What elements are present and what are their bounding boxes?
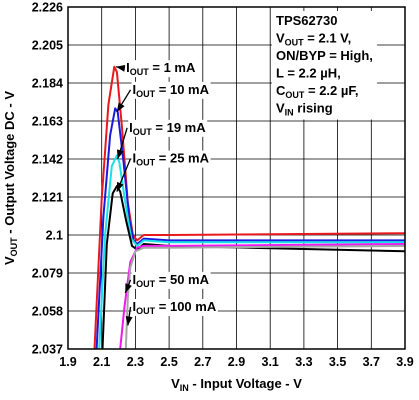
- y-tick-label: 2.058: [32, 305, 63, 319]
- series-label-bg: [131, 299, 218, 316]
- x-axis-title: VIN - Input Voltage - V: [171, 376, 302, 393]
- info-line-0: TPS62730: [276, 13, 337, 28]
- plot-frame: [67, 6, 406, 350]
- x-tick-label: 1.9: [59, 355, 76, 369]
- y-tick-label: 2.037: [32, 343, 63, 357]
- x-tick-label: 2.7: [194, 355, 211, 369]
- info-line-1: VOUT = 2.1 V,: [276, 31, 351, 48]
- info-line-5: VIN rising: [276, 101, 333, 118]
- series-label-5: IOUT = 100 mA: [133, 299, 217, 316]
- y-tick-label: 2.142: [32, 153, 63, 167]
- y-axis-title: VOUT - Output Voltage DC - V: [2, 91, 19, 265]
- series-label-bg: [131, 81, 211, 99]
- x-tick-label: 3.7: [363, 355, 380, 369]
- arrowhead-4: [125, 283, 132, 293]
- series-label-bg: [131, 271, 211, 289]
- arrowhead-2: [116, 149, 124, 159]
- tick-layer: 1.9 2.1 2.3 2.5 2.7 2.9 3.1 3.3 3.5 3.7 3.9 2.226 2.…: [32, 1, 414, 370]
- leader-layer: [115, 64, 133, 326]
- x-tick-label: 3.3: [295, 355, 312, 369]
- series-label-2: IOUT = 19 mA: [129, 120, 206, 137]
- series-label-bg: [131, 150, 211, 168]
- series-layer: [93, 65, 405, 349]
- arrowhead-1: [116, 102, 125, 112]
- info-line-3: L = 2.2 µH,: [276, 66, 341, 81]
- series-line-1: [95, 107, 405, 349]
- y-tick-label: 2.205: [32, 39, 63, 53]
- series-label-1: IOUT = 10 mA: [133, 82, 210, 99]
- series-label-bg: [125, 60, 197, 78]
- series-label-3: IOUT = 25 mA: [133, 151, 210, 168]
- label-layer: IOUT = 1 mA IOUT = 10 mA IOUT = 19 mA IOUT …: [125, 60, 218, 316]
- series-label-0: IOUT = 1 mA: [126, 60, 196, 77]
- y-tick-label: 2.184: [32, 77, 63, 91]
- y-tick-label: 2.121: [32, 191, 63, 205]
- info-box-bg: [272, 11, 377, 120]
- y-tick-label: 2.226: [32, 1, 63, 15]
- series-label-bg: [128, 119, 208, 137]
- info-box: TPS62730 VOUT = 2.1 V,ON/BYP = High, L = 2…: [272, 11, 377, 120]
- info-line-4: COUT = 2.2 µF,: [276, 83, 359, 100]
- arrowhead-3: [116, 181, 124, 192]
- x-tick-label: 3.9: [396, 355, 413, 369]
- x-tick-label: 2.9: [228, 355, 245, 369]
- series-line-4: [119, 243, 405, 349]
- x-tick-label: 2.1: [93, 355, 110, 369]
- x-tick-label: 3.1: [262, 355, 279, 369]
- series-line-5: [124, 244, 405, 349]
- x-tick-label: 2.3: [127, 355, 144, 369]
- x-tick-label: 3.5: [329, 355, 346, 369]
- y-tick-label: 2.1: [46, 229, 63, 243]
- series-line-0: [93, 65, 405, 349]
- series-line-2: [98, 154, 405, 349]
- y-tick-label: 2.163: [32, 115, 63, 129]
- arrowhead-0: [116, 64, 126, 72]
- x-tick-label: 2.5: [160, 355, 177, 369]
- info-line-2: ON/BYP = High,: [276, 48, 373, 63]
- arrowhead-5: [125, 316, 133, 326]
- series-label-4: IOUT = 50 mA: [133, 272, 210, 289]
- series-line-3: [101, 185, 405, 349]
- y-tick-label: 2.079: [32, 267, 63, 281]
